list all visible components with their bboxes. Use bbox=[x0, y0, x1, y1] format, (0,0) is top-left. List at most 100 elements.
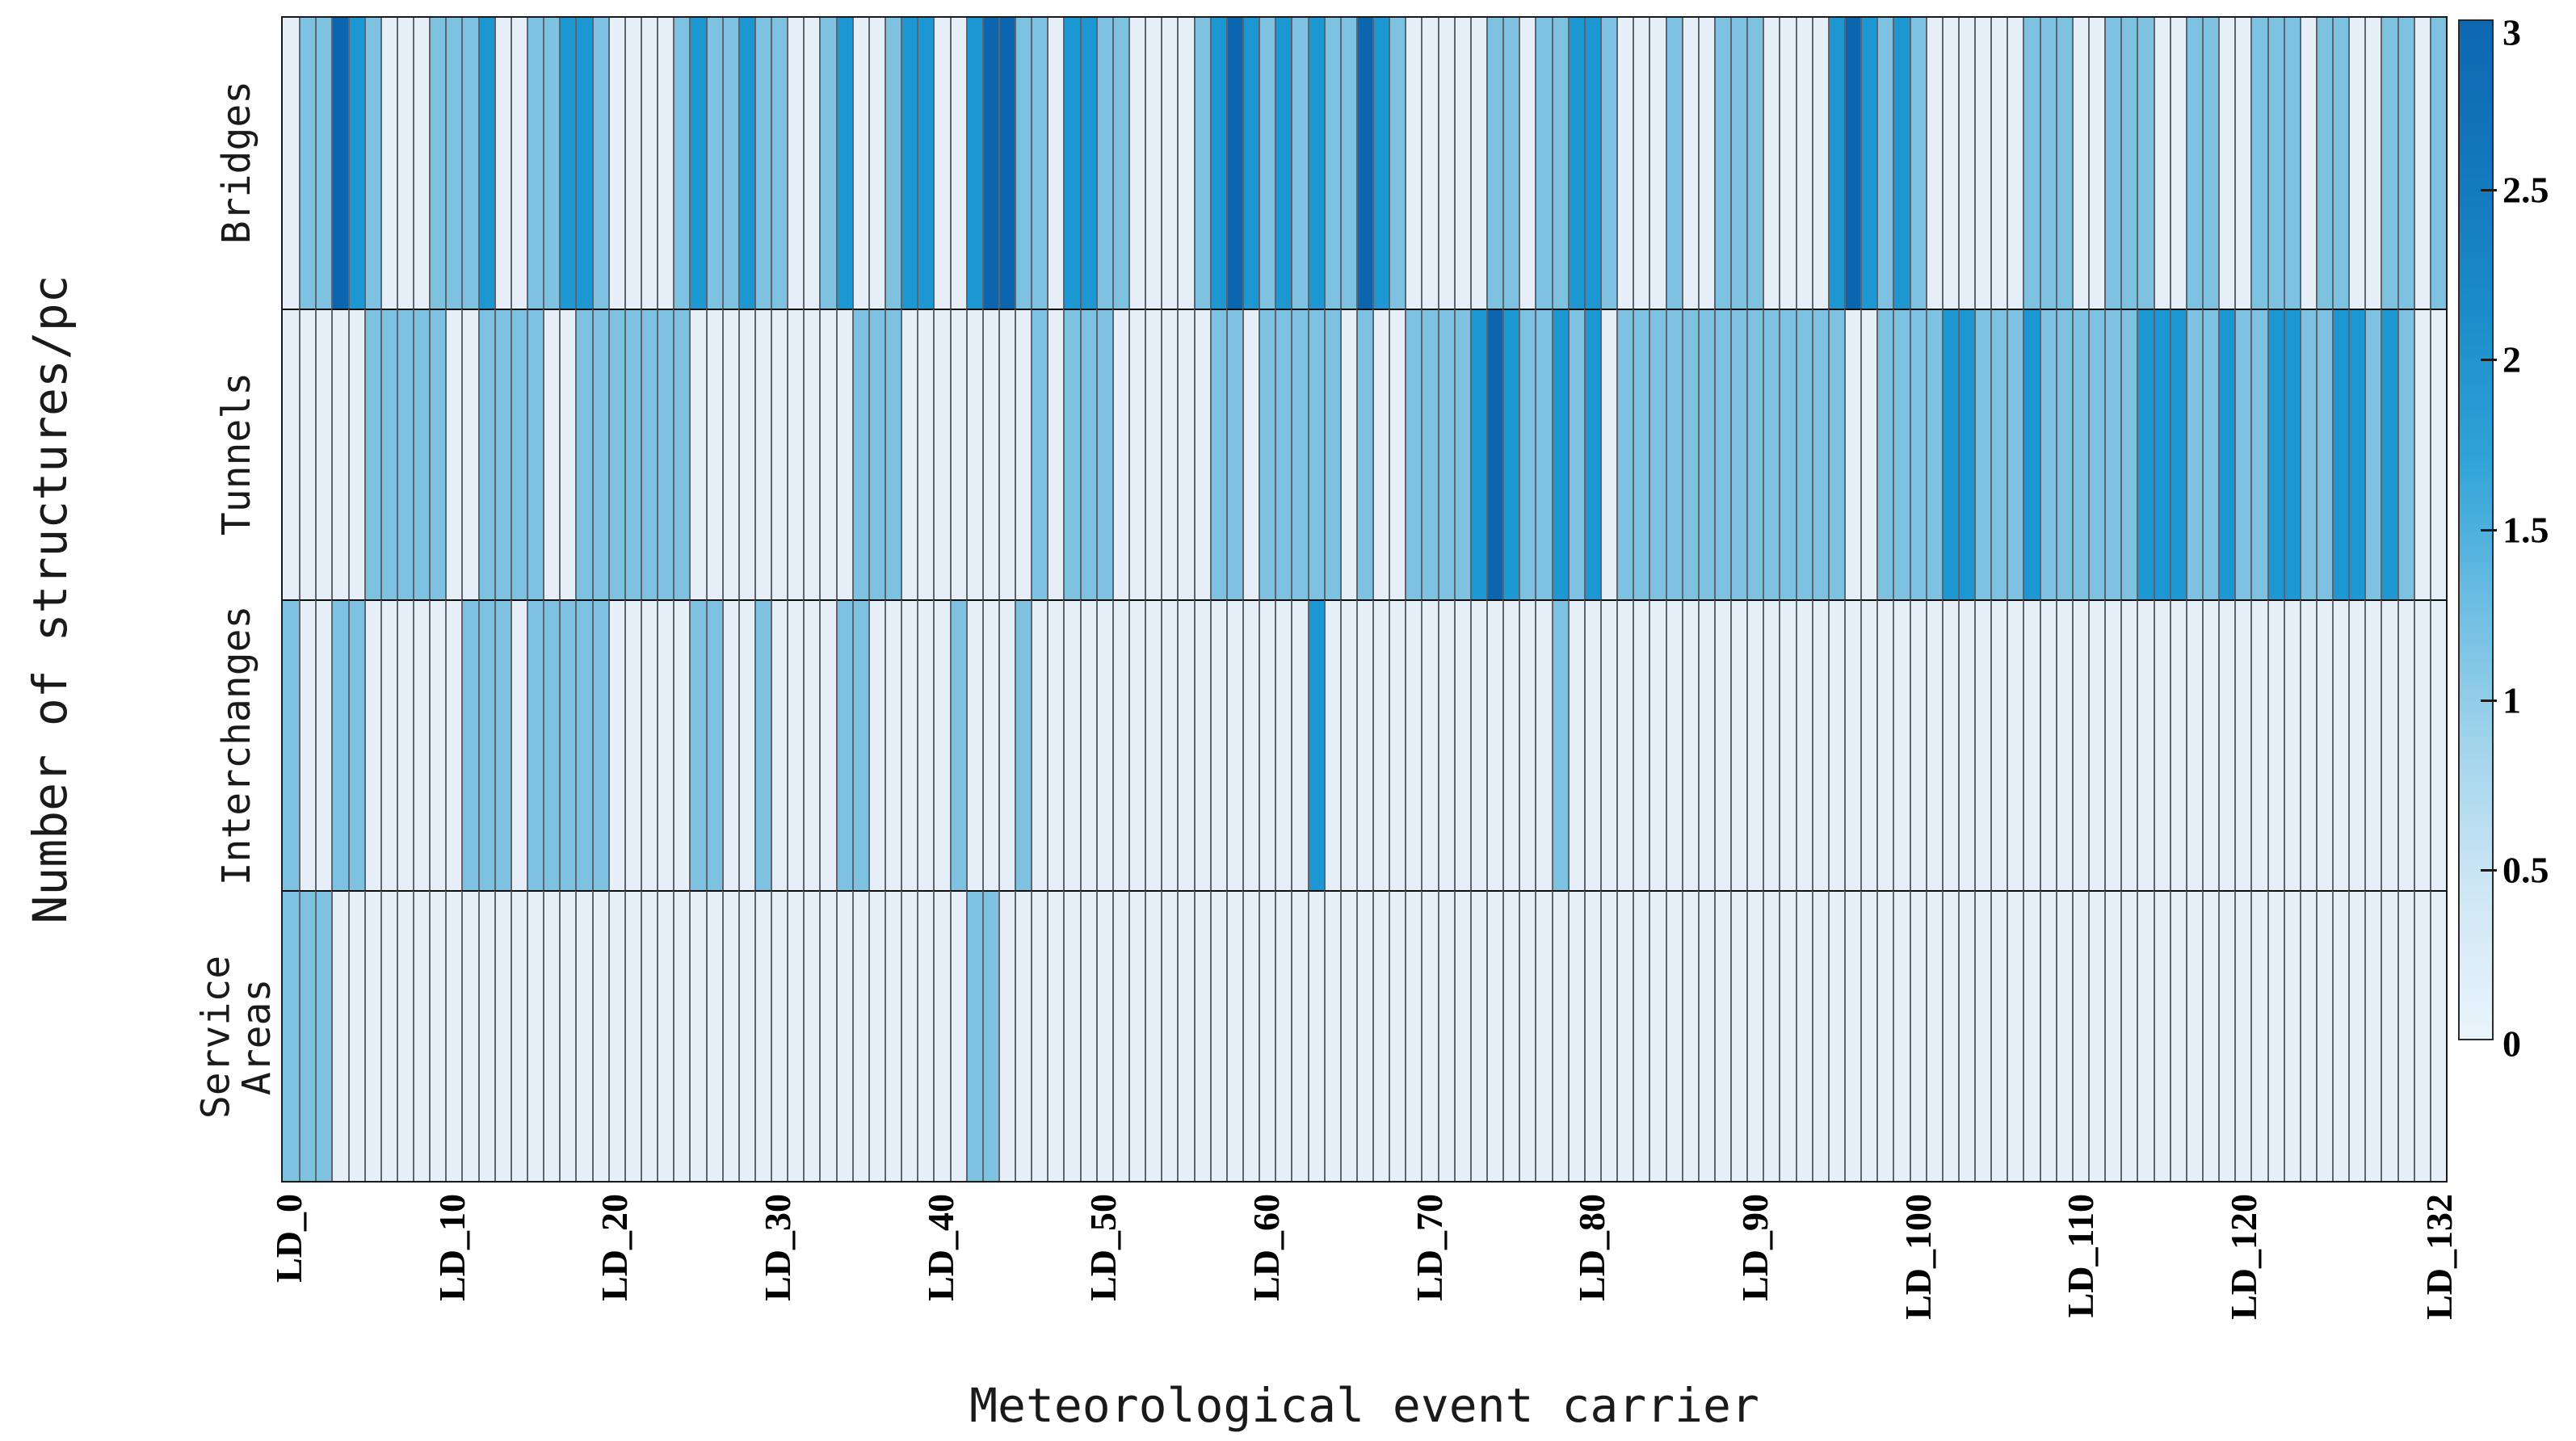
heatmap-cell bbox=[1649, 599, 1666, 890]
heatmap-cell bbox=[1990, 599, 2007, 890]
heatmap-cell bbox=[2348, 599, 2365, 890]
heatmap-cell bbox=[396, 890, 414, 1181]
heatmap-cell bbox=[705, 890, 722, 1181]
heatmap-cell bbox=[803, 599, 820, 890]
heatmap-cell bbox=[1339, 18, 1356, 309]
heatmap-cell bbox=[965, 599, 982, 890]
heatmap-cell bbox=[1827, 599, 1844, 890]
heatmap-cell bbox=[1015, 309, 1032, 599]
heatmap-cell bbox=[2023, 599, 2040, 890]
heatmap-cell bbox=[1893, 309, 1910, 599]
heatmap-cell bbox=[1242, 18, 1259, 309]
heatmap-cell bbox=[2201, 599, 2219, 890]
heatmap-cell bbox=[1259, 309, 1275, 599]
heatmap-cell bbox=[2218, 890, 2235, 1181]
heatmap-cell bbox=[1746, 890, 1763, 1181]
heatmap-cell bbox=[1225, 599, 1242, 890]
heatmap-cell bbox=[1095, 599, 1112, 890]
heatmap-cell bbox=[461, 18, 478, 309]
x-tick-label: LD_90 bbox=[1733, 1194, 1775, 1301]
heatmap-cell bbox=[299, 18, 316, 309]
heatmap-cell bbox=[1453, 890, 1470, 1181]
heatmap-cell bbox=[803, 890, 820, 1181]
heatmap-cell bbox=[901, 309, 918, 599]
heatmap-cell bbox=[283, 18, 300, 309]
heatmap-cell bbox=[1486, 18, 1503, 309]
heatmap-cell bbox=[1730, 309, 1747, 599]
heatmap-cell bbox=[1519, 599, 1536, 890]
heatmap-cell bbox=[347, 309, 364, 599]
heatmap-cell bbox=[1453, 309, 1470, 599]
heatmap-cell bbox=[1909, 18, 1926, 309]
colorbar-tick-mark bbox=[2481, 188, 2497, 191]
heatmap-cell bbox=[1047, 890, 1064, 1181]
heatmap-cell bbox=[657, 890, 674, 1181]
heatmap-cell bbox=[1893, 599, 1910, 890]
heatmap-cell bbox=[510, 309, 527, 599]
heatmap-cell bbox=[1974, 309, 1991, 599]
heatmap-cell bbox=[771, 18, 788, 309]
heatmap-cell bbox=[1128, 309, 1145, 599]
heatmap-cell bbox=[835, 599, 852, 890]
heatmap-cell bbox=[2250, 18, 2267, 309]
heatmap-cell bbox=[1421, 309, 1438, 599]
heatmap-cell bbox=[2332, 18, 2349, 309]
heatmap-cell bbox=[363, 309, 380, 599]
heatmap-cell bbox=[1225, 890, 1242, 1181]
heatmap-cell bbox=[1876, 890, 1893, 1181]
heatmap-cell bbox=[2088, 309, 2105, 599]
heatmap-cell bbox=[754, 599, 771, 890]
heatmap-cell bbox=[1225, 309, 1242, 599]
x-tick-label: LD_50 bbox=[1082, 1194, 1124, 1301]
heatmap-cell bbox=[1583, 599, 1600, 890]
heatmap-cell bbox=[640, 599, 658, 890]
heatmap-cell bbox=[2169, 890, 2186, 1181]
heatmap-cell bbox=[2250, 309, 2267, 599]
heatmap-cell bbox=[998, 18, 1015, 309]
heatmap-cell bbox=[461, 599, 478, 890]
heatmap-cell bbox=[559, 309, 576, 599]
heatmap-cell bbox=[1633, 18, 1649, 309]
heatmap-cell bbox=[1291, 890, 1308, 1181]
heatmap-cell bbox=[2315, 18, 2333, 309]
heatmap-cell bbox=[477, 18, 494, 309]
heatmap-cell bbox=[933, 18, 950, 309]
heatmap-cell bbox=[510, 18, 527, 309]
heatmap-cell bbox=[2267, 599, 2284, 890]
heatmap-cell bbox=[1583, 890, 1600, 1181]
heatmap-cell bbox=[429, 890, 446, 1181]
heatmap-cell bbox=[2153, 890, 2170, 1181]
heatmap-cell bbox=[445, 18, 462, 309]
heatmap-cell bbox=[1145, 309, 1162, 599]
heatmap-cell bbox=[1713, 18, 1731, 309]
heatmap-cell bbox=[1633, 599, 1649, 890]
colorbar-tick-label: 2 bbox=[2502, 338, 2521, 380]
heatmap-cell bbox=[1275, 599, 1292, 890]
heatmap-cell bbox=[347, 18, 364, 309]
x-tick-label: LD_30 bbox=[757, 1194, 799, 1301]
heatmap-cell bbox=[640, 309, 658, 599]
heatmap-cell bbox=[1128, 599, 1145, 890]
colorbar-tick-mark bbox=[2481, 529, 2497, 531]
heatmap-cell bbox=[2348, 890, 2365, 1181]
heatmap-cell bbox=[2185, 890, 2202, 1181]
heatmap-cell bbox=[1437, 309, 1454, 599]
heatmap-cell bbox=[1811, 18, 1828, 309]
x-tick-label: LD_10 bbox=[431, 1194, 473, 1301]
heatmap-cell bbox=[1259, 599, 1275, 890]
heatmap-cell bbox=[1339, 890, 1356, 1181]
heatmap-cell bbox=[1827, 309, 1844, 599]
heatmap-cell bbox=[1437, 18, 1454, 309]
heatmap-cell bbox=[1453, 599, 1470, 890]
heatmap-cell bbox=[363, 599, 380, 890]
heatmap-cell bbox=[2007, 599, 2023, 890]
heatmap-cell bbox=[2023, 18, 2040, 309]
heatmap-cell bbox=[607, 890, 624, 1181]
heatmap-cell bbox=[1112, 890, 1129, 1181]
heatmap-cell bbox=[705, 309, 722, 599]
heatmap-cell bbox=[494, 890, 511, 1181]
heatmap-cell bbox=[1193, 18, 1210, 309]
heatmap-cell bbox=[1209, 890, 1226, 1181]
heatmap-cell bbox=[1161, 18, 1178, 309]
heatmap-cell bbox=[1616, 18, 1633, 309]
